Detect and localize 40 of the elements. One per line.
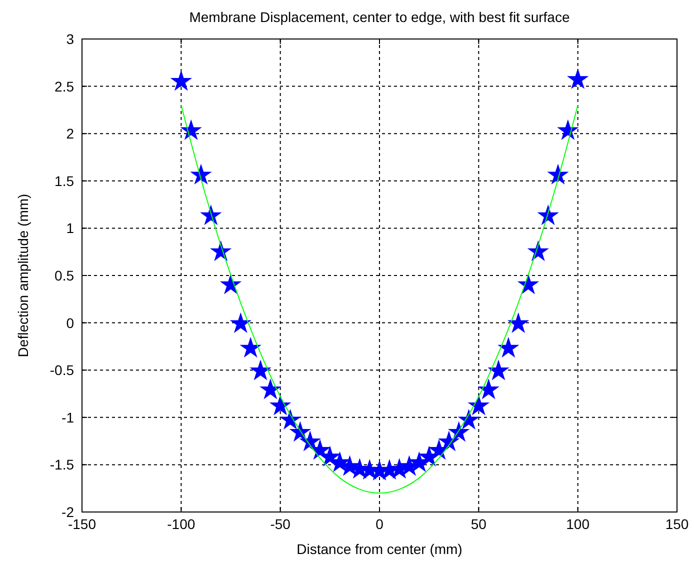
x-tick-label: -50 xyxy=(270,516,291,532)
point xyxy=(270,396,290,414)
point xyxy=(548,164,568,184)
y-axis-title: Deflection amplitude (mm) xyxy=(15,194,31,358)
point xyxy=(240,338,260,357)
point xyxy=(498,338,518,357)
point xyxy=(568,69,588,88)
line-series xyxy=(180,104,578,494)
chart-title: Membrane Displacement, center to edge, with best fit surface xyxy=(189,9,570,25)
y-tick-label: 0 xyxy=(66,314,74,331)
point xyxy=(250,360,270,380)
point xyxy=(171,71,191,90)
point xyxy=(260,380,280,398)
x-tick-label: 50 xyxy=(470,516,487,532)
y-tick-label: 2 xyxy=(66,126,74,142)
point xyxy=(191,164,211,184)
x-tick-label: 0 xyxy=(376,516,384,532)
y-tick-label: 2.5 xyxy=(54,78,74,94)
point xyxy=(508,313,528,332)
x-axis-title: Distance from center (mm) xyxy=(296,541,462,557)
y-tick-label: 1 xyxy=(66,220,74,236)
x-tick-label: -100 xyxy=(167,516,196,532)
point xyxy=(518,274,538,294)
point xyxy=(478,380,498,398)
point xyxy=(220,274,241,294)
point xyxy=(280,410,300,429)
point xyxy=(458,410,479,429)
x-tick-label: 100 xyxy=(566,516,590,532)
y-tick-label: 0.5 xyxy=(54,268,74,284)
y-tick-label: -0.5 xyxy=(50,362,74,378)
y-tick-label: 1.5 xyxy=(54,172,74,189)
point xyxy=(488,360,508,380)
point xyxy=(230,313,250,332)
point xyxy=(468,396,488,414)
y-tick-label: -1 xyxy=(62,409,74,426)
y-tick-label: 3 xyxy=(66,31,74,47)
y-tick-label: -1.5 xyxy=(50,456,74,473)
point xyxy=(558,120,578,140)
x-tick-label: 150 xyxy=(665,516,689,532)
point xyxy=(181,120,201,140)
